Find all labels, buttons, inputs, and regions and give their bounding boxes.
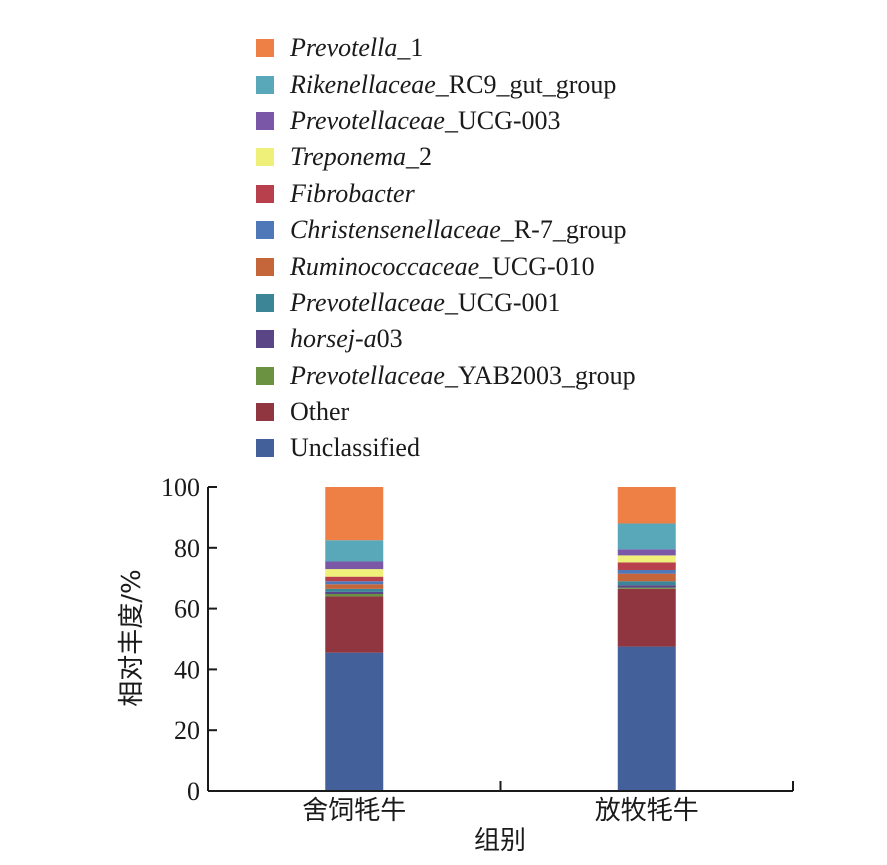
legend-label: Unclassified xyxy=(290,433,420,463)
legend-swatch xyxy=(256,439,274,458)
legend-swatch xyxy=(256,366,274,385)
bars-group xyxy=(325,487,676,791)
bar-segment xyxy=(325,588,384,592)
bar-segment xyxy=(325,569,384,577)
bar-segment xyxy=(325,584,384,589)
bar-segment xyxy=(617,646,676,791)
legend-label-italic: Rikenellaceae xyxy=(290,69,436,99)
legend-item: Prevotellaceae _UCG-003 xyxy=(256,103,636,139)
legend-label-italic: Ruminococcaceae xyxy=(290,251,480,281)
bar-segment xyxy=(617,588,676,647)
axes-group: 0 20 40 60 80 100 舍饲牦牛 放牧牦牛 xyxy=(161,473,794,826)
legend-swatch xyxy=(256,75,274,94)
bar-segment xyxy=(617,569,676,574)
legend-label-italic: Treponema xyxy=(290,142,407,172)
legend-swatch xyxy=(256,330,274,349)
legend-label-italic: Prevotellaceae xyxy=(290,105,445,135)
legend-label-italic: Christensenellaceae xyxy=(290,215,501,245)
bar-segment xyxy=(325,591,384,595)
legend-item: Other xyxy=(256,394,636,430)
x-axis-label: 组别 xyxy=(474,826,526,856)
legend-swatch xyxy=(256,257,274,276)
y-tick-label: 0 xyxy=(187,777,200,806)
x-tick-label: 放牧牦牛 xyxy=(595,796,699,826)
bar-segment xyxy=(617,562,676,570)
bar-segment xyxy=(325,561,384,570)
bar-segment xyxy=(325,581,384,585)
legend-swatch xyxy=(256,221,274,240)
legend-swatch xyxy=(256,184,274,203)
legend-item: Christensenellaceae _R-7_group xyxy=(256,212,636,248)
legend-label: Other xyxy=(290,397,350,427)
y-tick-label: 20 xyxy=(174,716,200,745)
bar-segment xyxy=(617,587,676,589)
legend-label-italic: Fibrobacter xyxy=(290,178,415,208)
bar-segment xyxy=(617,523,676,550)
bar-segment xyxy=(617,581,676,586)
legend-swatch xyxy=(256,293,274,312)
legend-swatch xyxy=(256,39,274,58)
y-tick-label: 80 xyxy=(174,534,200,563)
y-tick-label: 60 xyxy=(174,595,200,624)
legend-item: Prevotella _1 xyxy=(256,30,636,66)
legend-label: _R-7_group xyxy=(500,215,627,245)
legend-label: _UCG-010 xyxy=(479,251,595,281)
legend-label: _1 xyxy=(397,33,424,63)
y-axis-label: 相对丰度/% xyxy=(117,569,147,706)
legend-item: Prevotellaceae _UCG-001 xyxy=(256,285,636,321)
legend-label: _UCG-001 xyxy=(444,287,561,317)
legend-swatch xyxy=(256,148,274,167)
bar-segment xyxy=(325,540,384,562)
legend-label: _UCG-003 xyxy=(444,105,561,135)
legend-item: Treponema _2 xyxy=(256,139,636,175)
legend-label: _2 xyxy=(406,142,433,172)
legend-item: Unclassified xyxy=(256,430,636,466)
legend-label: _RC9_gut_group xyxy=(435,69,617,99)
bar-segment xyxy=(617,585,676,588)
legend-item: Rikenellaceae _RC9_gut_group xyxy=(256,66,636,102)
legend: Prevotella _1 Rikenellaceae _RC9_gut_group P… xyxy=(256,30,636,467)
bar-segment xyxy=(617,487,676,524)
bar-segment xyxy=(325,652,384,791)
bar-segment xyxy=(325,596,384,653)
bar-segment xyxy=(325,487,384,541)
legend-label-italic: Prevotella xyxy=(290,33,398,63)
legend-label-italic: Prevotellaceae xyxy=(290,287,445,317)
bar-segment xyxy=(325,594,384,597)
bar-segment xyxy=(325,576,384,582)
bar-segment xyxy=(617,573,676,582)
legend-label: 03 xyxy=(376,324,403,354)
legend-label-italic: Prevotellaceae xyxy=(290,360,445,390)
legend-item: horsej-a 03 xyxy=(256,321,636,357)
x-tick-label: 舍饲牦牛 xyxy=(302,796,406,826)
y-tick-label: 100 xyxy=(161,473,200,502)
legend-item: Ruminococcaceae _UCG-010 xyxy=(256,248,636,284)
legend-item: Prevotellaceae _YAB2003_group xyxy=(256,358,636,394)
legend-swatch xyxy=(256,403,274,422)
bar-segment xyxy=(617,555,676,563)
legend-swatch xyxy=(256,111,274,130)
bar-segment xyxy=(617,549,676,556)
legend-label: _YAB2003_group xyxy=(444,360,636,390)
y-tick-label: 40 xyxy=(174,655,200,684)
legend-label-italic: horsej-a xyxy=(290,324,377,354)
legend-item: Fibrobacter xyxy=(256,176,636,212)
